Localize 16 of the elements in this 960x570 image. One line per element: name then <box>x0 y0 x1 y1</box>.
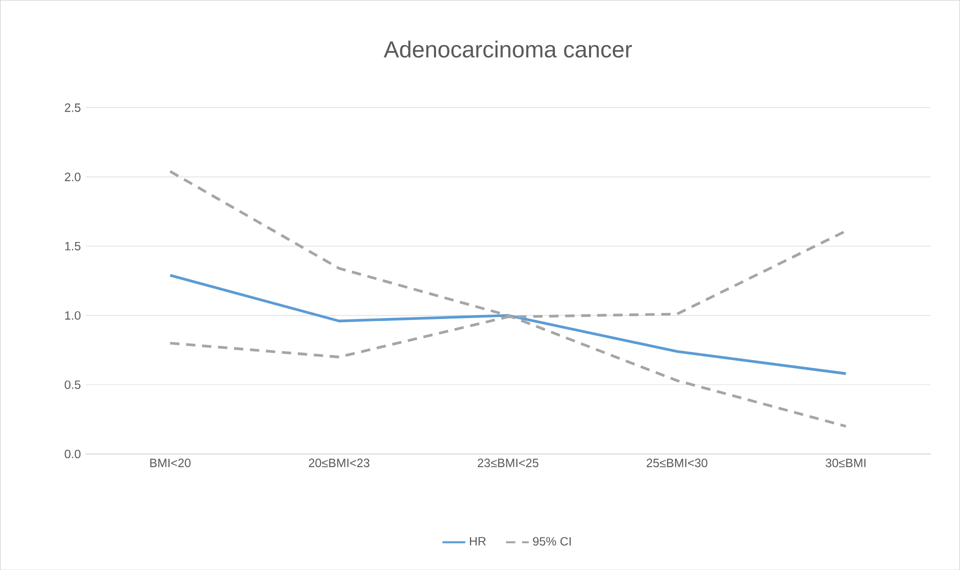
x-tick-label: 20≤BMI<23 <box>308 458 370 468</box>
x-tick-label: 30≤BMI <box>826 458 866 468</box>
line-series <box>168 170 848 428</box>
y-tick-label: 1.5 <box>65 242 80 250</box>
x-tick-label: 25≤BMI<30 <box>646 458 708 468</box>
y-tick-label: 0.0 <box>64 450 81 458</box>
x-tick-label: BMI<20 <box>150 458 191 468</box>
y-tick-label: 2.5 <box>64 103 80 112</box>
legend-label: HR <box>470 536 486 546</box>
x-tick-label: 23≤BMI<25 <box>478 458 538 468</box>
y-tick-label: 0.5 <box>64 380 80 389</box>
legend-label: 95% CI <box>533 536 571 546</box>
y-tick-label: 2.0 <box>64 172 81 182</box>
y-tick-label: 1.0 <box>65 311 81 320</box>
line-series <box>168 274 848 375</box>
chart-title: Adenocarcinoma cancer <box>384 40 632 58</box>
